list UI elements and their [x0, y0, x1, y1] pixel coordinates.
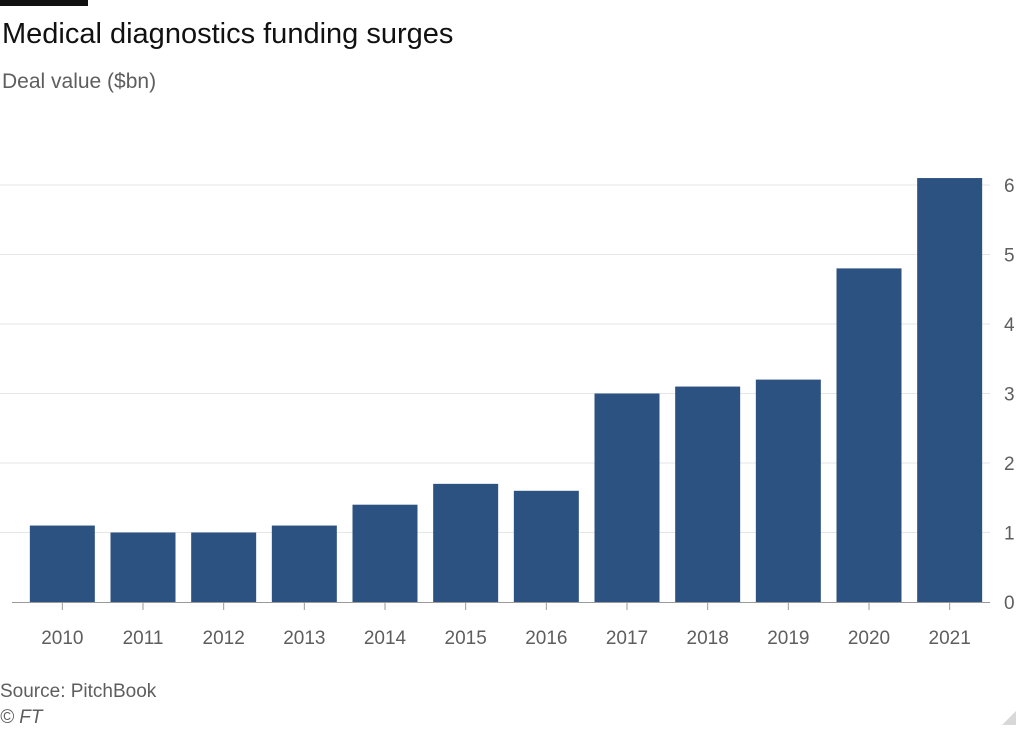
chart-subtitle: Deal value ($bn): [2, 70, 157, 93]
x-tick-label: 2014: [364, 628, 407, 649]
y-axis: 0 1 2 3 4 5 6: [1004, 176, 1015, 614]
bar-2012: [191, 532, 257, 602]
x-tick-label: 2013: [283, 628, 325, 649]
source-note: Source: PitchBook: [0, 681, 157, 702]
x-tick-label: 2011: [123, 628, 164, 649]
x-tick-label: 2018: [687, 628, 729, 649]
y-tick-label: 1: [1004, 524, 1015, 545]
x-axis-ticks: 2010 2011 2012 2013 2014 2015 2016 2017 2018 2019…: [41, 602, 971, 649]
credit: © FT: [0, 707, 43, 728]
y-tick-label: 4: [1004, 315, 1015, 336]
x-tick-label: 2021: [929, 628, 971, 649]
x-tick-label: 2017: [606, 628, 648, 649]
top-rule: [0, 0, 88, 6]
x-tick-label: 2020: [848, 628, 890, 649]
x-tick-label: 2010: [41, 628, 83, 649]
resize-corner-icon: [1002, 711, 1016, 725]
bar-2014: [352, 504, 418, 602]
bar-2021: [917, 178, 983, 603]
y-tick-label: 0: [1004, 593, 1015, 614]
y-tick-label: 3: [1004, 385, 1015, 406]
bar-2010: [29, 525, 95, 602]
x-tick-label: 2015: [445, 628, 487, 649]
y-tick-label: 6: [1004, 176, 1015, 197]
bar-2016: [513, 490, 579, 602]
x-tick-label: 2016: [525, 628, 567, 649]
bar-2019: [755, 379, 821, 602]
bar-2011: [110, 532, 176, 602]
x-tick-label: 2019: [767, 628, 809, 649]
bar-2018: [675, 386, 741, 602]
chart-title: Medical diagnostics funding surges: [2, 18, 454, 50]
bar-2017: [594, 393, 660, 602]
bar-2015: [433, 483, 499, 602]
bars: [29, 178, 983, 603]
bar-chart: 0 1 2 3 4 5 6 2010 2011 2012 2013 2014 2015 2016 2017…: [0, 176, 1015, 649]
x-tick-label: 2012: [203, 628, 245, 649]
y-tick-label: 2: [1004, 454, 1015, 475]
bar-2013: [271, 525, 337, 602]
y-tick-label: 5: [1004, 246, 1015, 267]
bar-2020: [836, 268, 902, 602]
